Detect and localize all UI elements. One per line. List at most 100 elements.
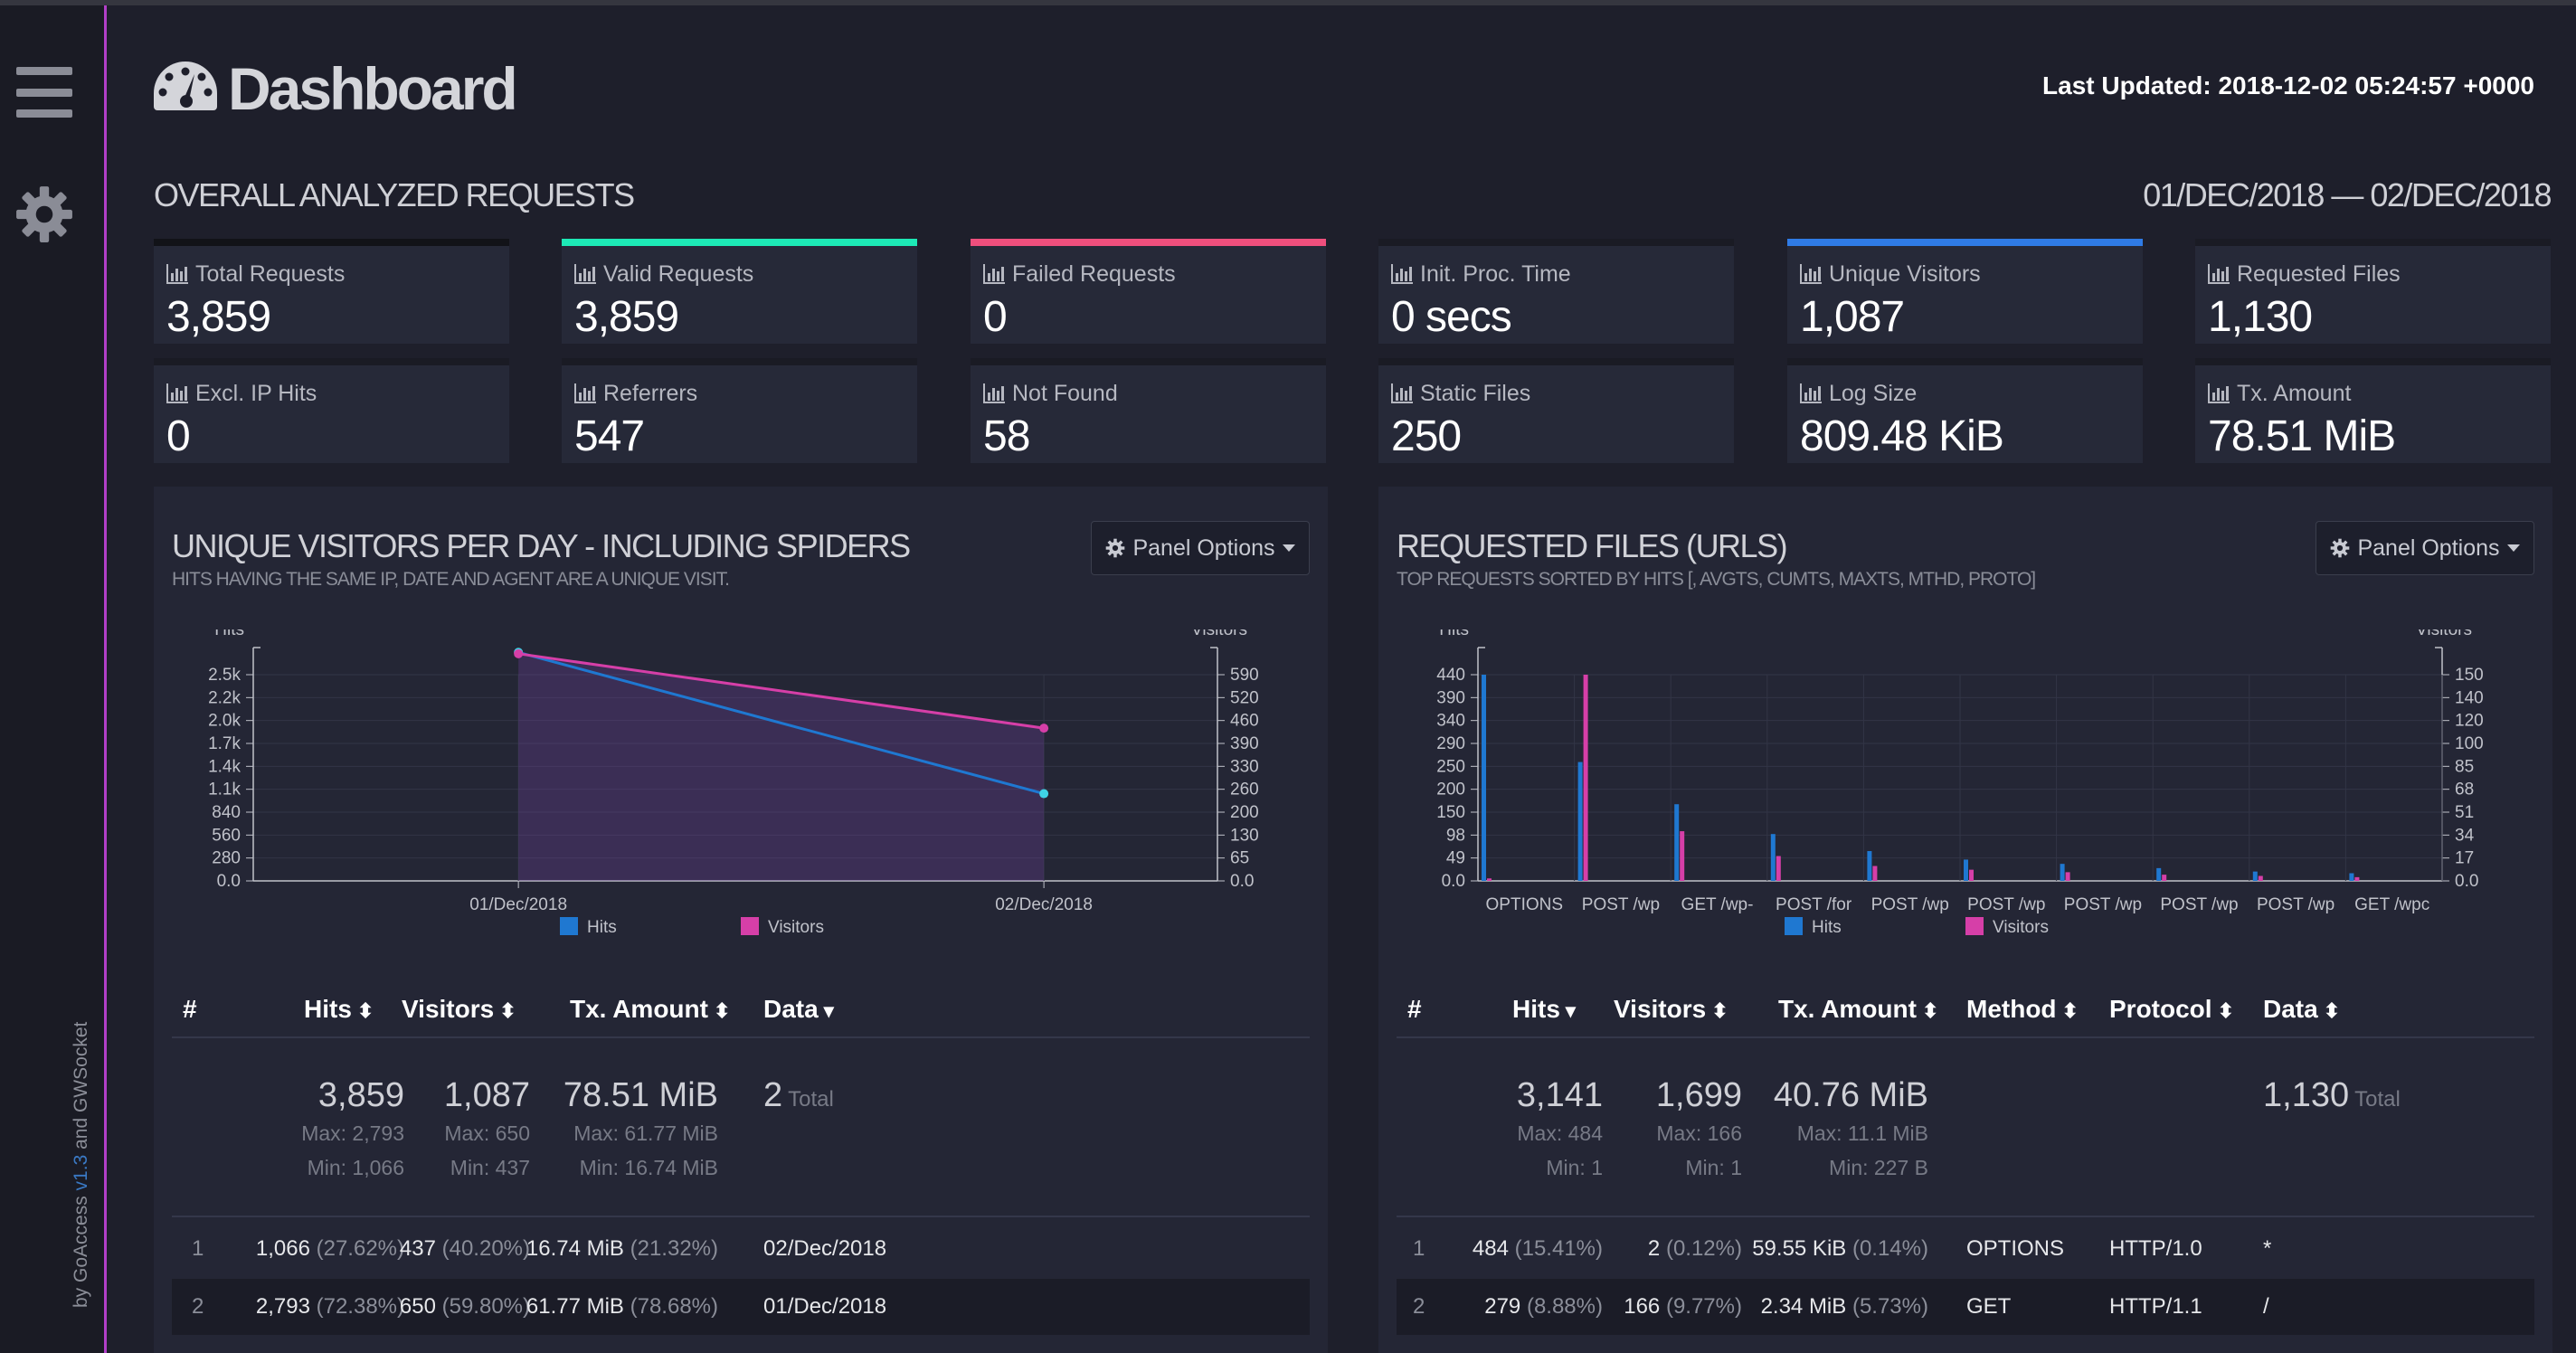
y-tick-label-left: 340	[1436, 712, 1465, 731]
tx-percent: (5.73%)	[1852, 1294, 1928, 1319]
col-tx-sort[interactable]: Tx. Amount ⬍	[570, 982, 730, 1036]
x-tick-label: POST /wp	[2064, 895, 2142, 914]
panel-title: REQUESTED FILES (URLS)	[1397, 527, 1788, 564]
x-tick-label: POST /wp	[2257, 895, 2334, 914]
metric-value: 78.51 MiB	[2208, 412, 2396, 460]
metric-card-log-size: Log Size 809.48 KiB	[1787, 358, 2143, 463]
summary-total: 1,087	[443, 1076, 530, 1114]
y-tick-label-right: 130	[1230, 826, 1259, 845]
row-tx: 16.74 MiB (21.32%)	[526, 1221, 718, 1277]
y-tick-label-left: 49	[1446, 849, 1465, 868]
summary-min: Min: 1,066	[307, 1156, 404, 1179]
summary-total: 1,130	[2263, 1076, 2350, 1114]
gear-icon[interactable]	[14, 184, 74, 244]
col-data-sort[interactable]: Data ⬍	[2263, 982, 2340, 1036]
summary-min: Min: 16.74 MiB	[579, 1156, 718, 1179]
bar-chart-icon	[166, 383, 188, 403]
metric-value: 1,087	[1800, 293, 1905, 341]
version-link[interactable]: v1.3	[71, 1154, 91, 1191]
row-tx: 59.55 KiB (0.14%)	[1752, 1221, 1928, 1277]
metric-label: Total Requests	[195, 261, 346, 287]
col-data-sort[interactable]: Data ▾	[763, 982, 834, 1036]
row-tx: 61.77 MiB (78.68%)	[526, 1279, 718, 1335]
x-tick-label: GET /wp-	[1681, 895, 1754, 914]
bar-chart-icon	[574, 383, 596, 403]
top-border	[0, 0, 2576, 5]
metric-label: Valid Requests	[603, 261, 754, 287]
credit-prefix: by GoAccess	[71, 1190, 91, 1308]
row-index: 1	[1413, 1236, 1425, 1261]
row-visitors: 650 (59.80%)	[400, 1279, 530, 1335]
bar-chart-icon	[1800, 264, 1822, 284]
sort-icon: ⬍	[713, 999, 731, 1022]
summary-max: Max: 166	[1656, 1121, 1742, 1145]
y-tick-label-right: 460	[1230, 712, 1259, 731]
y-tick-label-left: 1.7k	[208, 734, 241, 753]
metric-card-static-files: Static Files 250	[1378, 358, 1734, 463]
legend-label: Visitors	[1993, 918, 2049, 937]
y-tick-label-left: 280	[212, 849, 241, 868]
hamburger-icon[interactable]	[16, 67, 72, 118]
col-label: Data	[2263, 995, 2318, 1023]
col-hits-sort[interactable]: Hits ▾	[1512, 982, 1576, 1036]
visitors-percent: (0.12%)	[1665, 1236, 1742, 1261]
row-method: GET	[1966, 1294, 2012, 1319]
metric-label: Requested Files	[2237, 261, 2401, 287]
col-label: Hits	[1512, 995, 1560, 1023]
credit-suffix: and GWSocket	[71, 1021, 91, 1155]
metric-value: 3,859	[574, 293, 679, 341]
visitors-bar	[2354, 876, 2360, 881]
panel-options-button[interactable]: Panel Options	[2316, 521, 2534, 575]
y-tick-label-right: 85	[2455, 757, 2474, 776]
table-row[interactable]: 2 279 (8.88%) 166 (9.77%) 2.34 MiB (5.73…	[1397, 1279, 2534, 1335]
metric-card-tx-amount: Tx. Amount 78.51 MiB	[2195, 358, 2551, 463]
visitors-percent: (9.77%)	[1665, 1294, 1742, 1319]
col-tx-sort[interactable]: Tx. Amount ⬍	[1778, 982, 1938, 1036]
y-axis-title-left: Hits	[1439, 629, 1469, 639]
visitors-bar	[1776, 856, 1781, 881]
visitors-panel: UNIQUE VISITORS PER DAY - INCLUDING SPID…	[154, 487, 1328, 1353]
panel-subtitle: TOP REQUESTS SORTED BY HITS [, AVGTS, CU…	[1397, 569, 2036, 590]
summary-tx: 78.51 MiB Max: 61.77 MiB Min: 16.74 MiB	[564, 1074, 718, 1185]
col-visitors-sort[interactable]: Visitors ⬍	[1614, 982, 1728, 1036]
col-protocol-sort[interactable]: Protocol ⬍	[2109, 982, 2234, 1036]
hits-bar	[1964, 859, 1968, 881]
row-protocol: HTTP/1.1	[2109, 1294, 2202, 1319]
metric-value: 0 secs	[1391, 293, 1512, 341]
panel-options-button[interactable]: Panel Options	[1091, 521, 1310, 575]
visitors-value: 166	[1624, 1294, 1661, 1319]
table-row[interactable]: 1 1,066 (27.62%) 437 (40.20%) 16.74 MiB …	[172, 1221, 1310, 1277]
x-tick-label: POST /wp	[1871, 895, 1949, 914]
visitors-bar	[1487, 878, 1492, 881]
hits-bar	[2349, 873, 2354, 881]
y-tick-label-left: 2.2k	[208, 688, 241, 707]
x-tick-label: 02/Dec/2018	[995, 895, 1093, 914]
visitors-bar	[1583, 675, 1588, 881]
visitors-bar	[2258, 875, 2263, 881]
sort-icon: ⬍	[2061, 999, 2079, 1022]
x-tick-label: POST /wp	[1582, 895, 1660, 914]
summary-tx: 40.76 MiB Max: 11.1 MiB Min: 227 B	[1774, 1074, 1928, 1185]
y-tick-label-right: 200	[1230, 803, 1259, 822]
col-method-sort[interactable]: Method ⬍	[1966, 982, 2079, 1036]
col-index: #	[1407, 995, 1422, 1023]
visitors-value: 2	[1647, 1236, 1661, 1261]
y-tick-label-left: 1.1k	[208, 781, 241, 800]
metric-value: 547	[574, 412, 645, 460]
table-row[interactable]: 2 2,793 (72.38%) 650 (59.80%) 61.77 MiB …	[172, 1279, 1310, 1335]
x-tick-label: GET /wpc	[2354, 895, 2429, 914]
hamburger-line	[16, 88, 72, 97]
col-visitors-sort[interactable]: Visitors ⬍	[402, 982, 516, 1036]
table-row[interactable]: 1 484 (15.41%) 2 (0.12%) 59.55 KiB (0.14…	[1397, 1221, 2534, 1277]
col-label: Tx. Amount	[1778, 995, 1917, 1023]
summary-total: 2	[763, 1076, 783, 1114]
y-tick-label-left: 390	[1436, 688, 1465, 707]
row-index: 1	[192, 1236, 204, 1261]
sort-down-icon: ▾	[1565, 999, 1576, 1022]
row-data: 02/Dec/2018	[763, 1236, 887, 1261]
y-tick-label-right: 520	[1230, 688, 1259, 707]
col-hits-sort[interactable]: Hits ⬍	[304, 982, 374, 1036]
tx-value: 61.77 MiB	[526, 1294, 624, 1319]
sort-icon: ⬍	[499, 999, 516, 1022]
summary-visitors: 1,699 Max: 166 Min: 1	[1656, 1074, 1742, 1185]
